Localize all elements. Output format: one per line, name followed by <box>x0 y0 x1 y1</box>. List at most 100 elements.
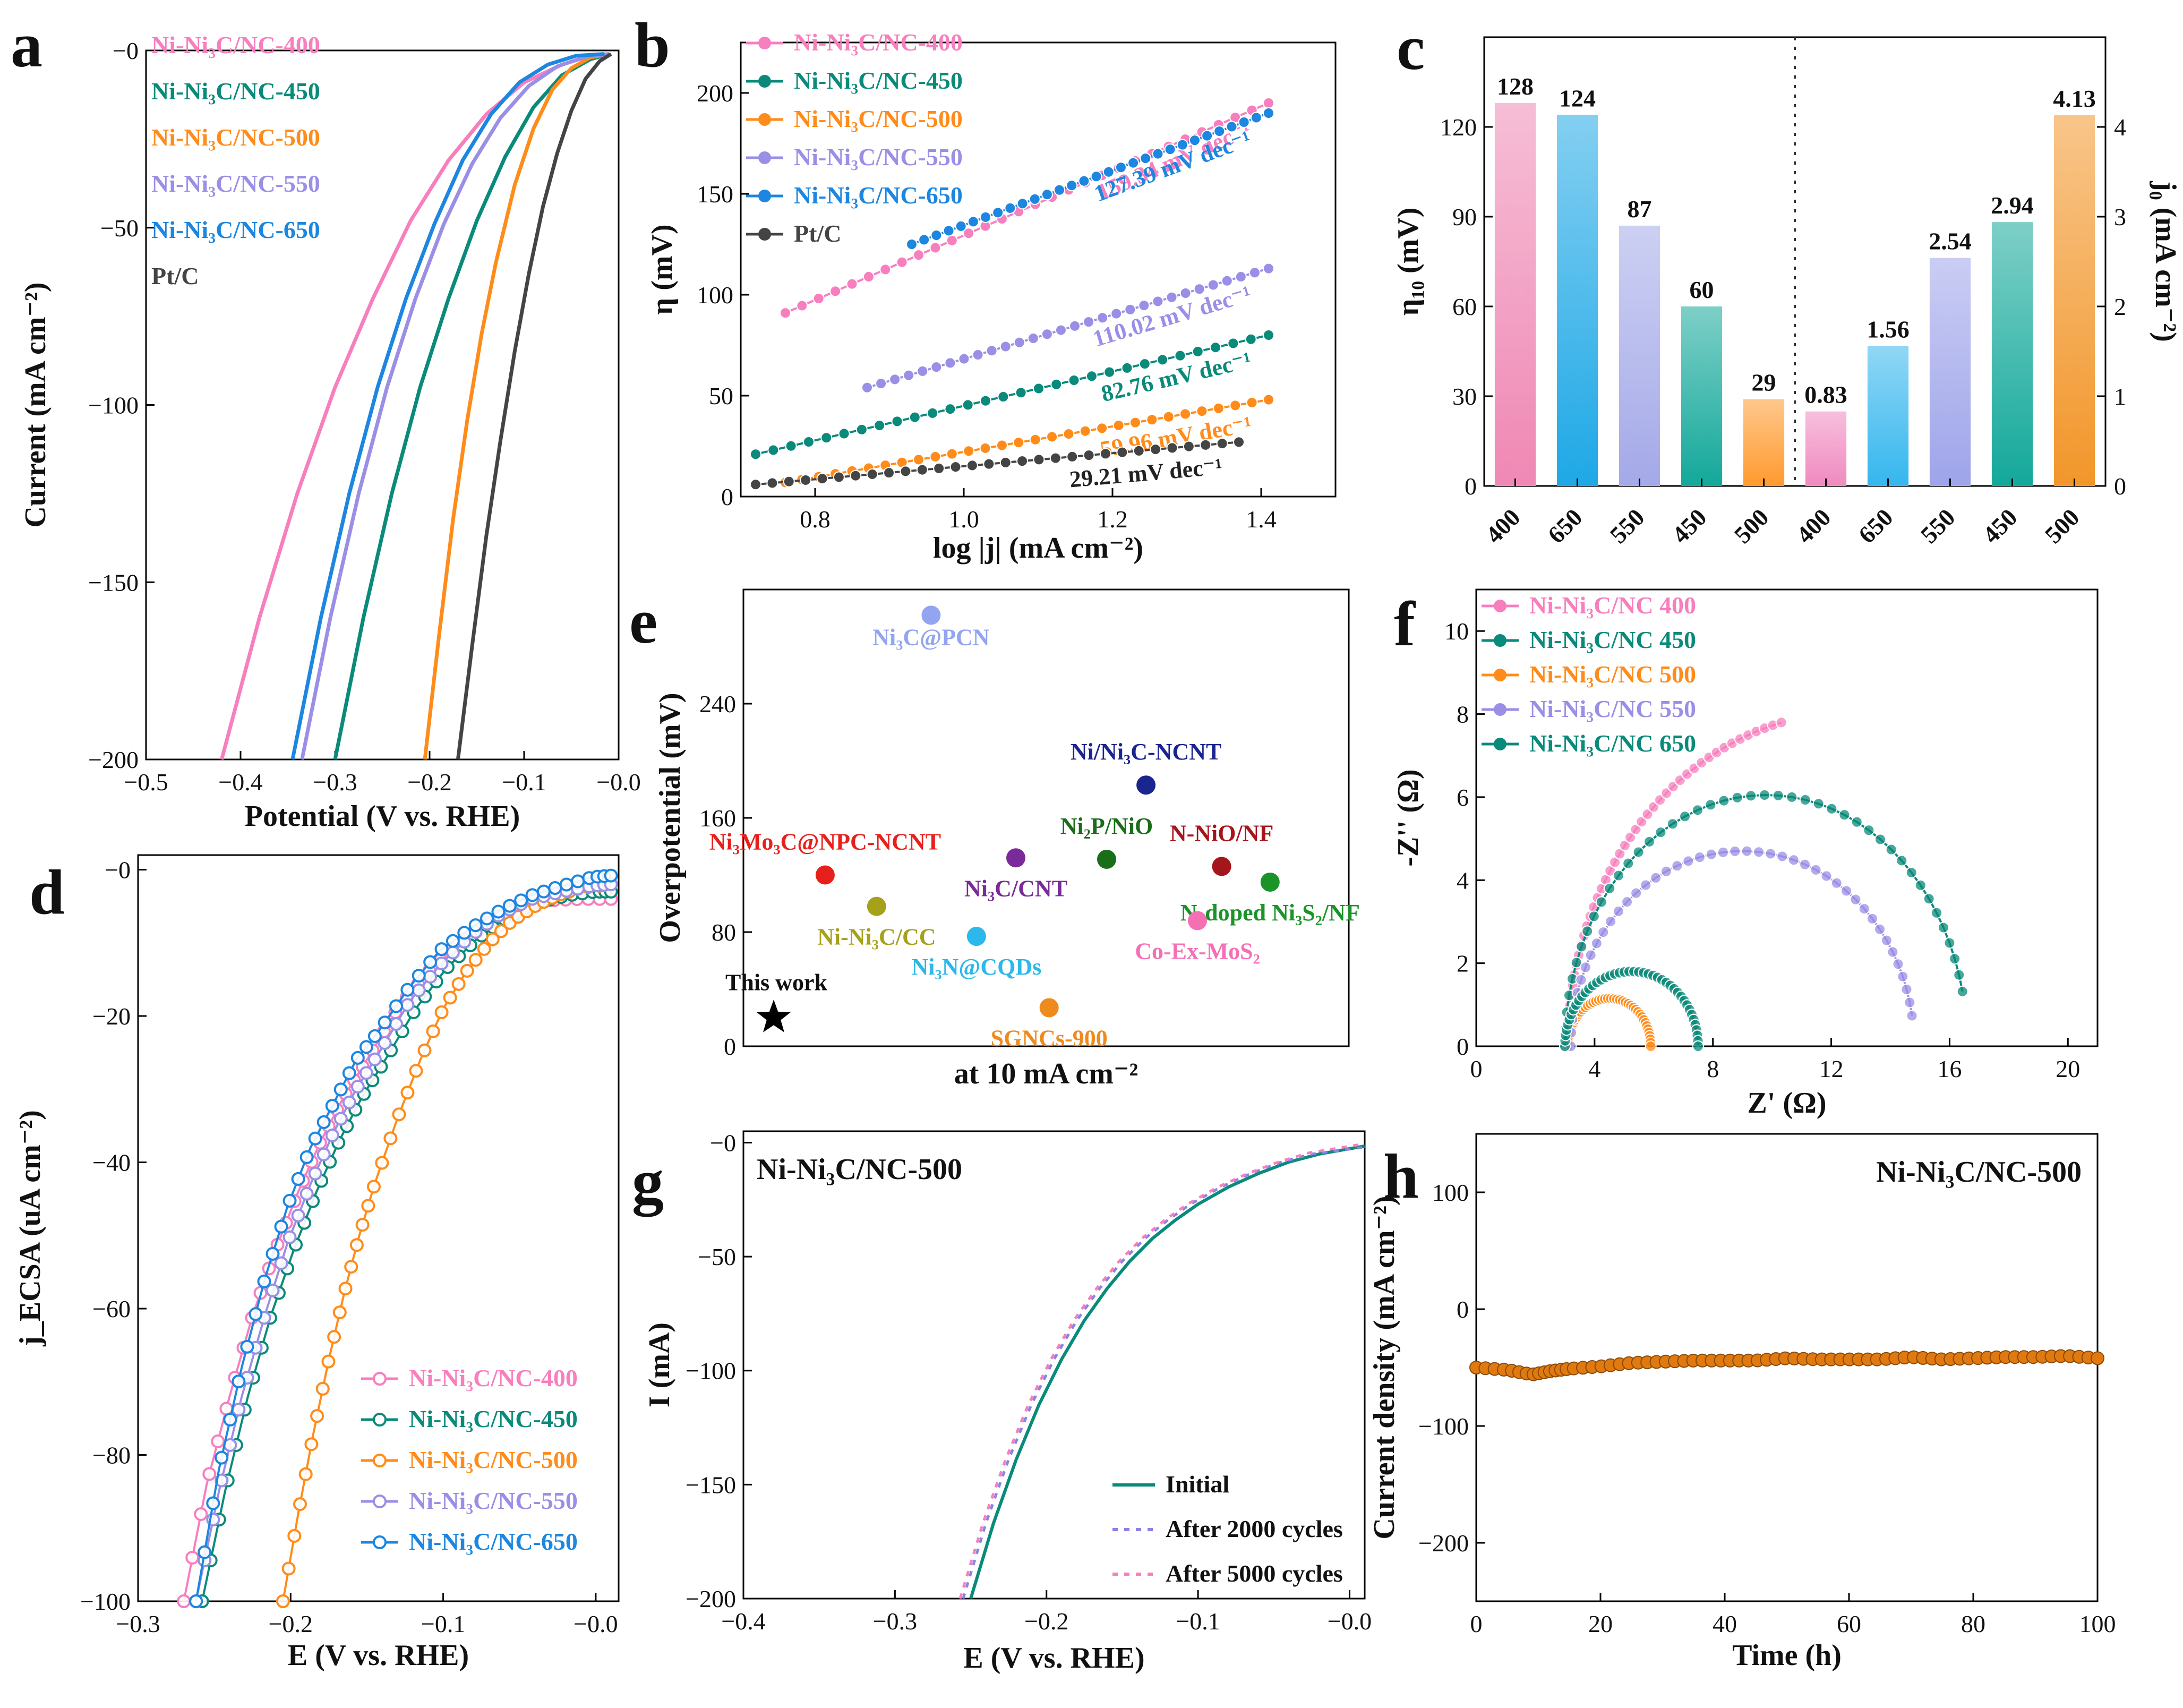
legend-label: Pt/C <box>151 262 199 289</box>
data-point <box>1622 857 1634 869</box>
x-axis-label: Potential (V vs. RHE) <box>245 800 520 833</box>
data-point <box>992 207 1004 219</box>
data-point <box>274 1219 288 1234</box>
point-label: SGNCs-900 <box>991 1025 1108 1051</box>
data-point <box>1063 428 1075 440</box>
data-point <box>889 373 901 386</box>
data-point <box>291 1208 305 1223</box>
data-point <box>966 459 978 472</box>
data-point <box>820 432 833 444</box>
data-point <box>332 1305 347 1320</box>
y-tick-label: −50 <box>100 215 139 242</box>
data-point <box>1679 810 1691 823</box>
data-point <box>917 365 929 377</box>
data-point <box>1590 937 1603 950</box>
data-point <box>1660 865 1672 877</box>
legend-marker <box>758 37 771 49</box>
data-point <box>378 1036 392 1050</box>
y-tick-label: −200 <box>88 746 139 773</box>
data-point <box>198 1545 212 1559</box>
x-tick-label: 20 <box>1588 1610 1613 1637</box>
y2-tick-label: 1 <box>2114 383 2126 410</box>
x-tick-label: 60 <box>1837 1610 1861 1637</box>
data-point <box>1866 912 1878 925</box>
series-line <box>290 52 605 760</box>
legend: Initial After 2000 cycles After 5000 cycle… <box>1112 1471 1343 1587</box>
category-label: 650 <box>1543 503 1588 549</box>
panel-label: d <box>29 857 65 927</box>
data-point <box>316 1147 331 1162</box>
legend-marker <box>758 228 771 241</box>
data-point <box>206 1496 220 1510</box>
legend-label: Ni-Ni₃C/NC-650 <box>151 216 320 243</box>
y-tick-label: −100 <box>686 1357 736 1385</box>
data-point <box>929 242 941 254</box>
bar <box>1681 306 1723 486</box>
data-point <box>1013 437 1025 449</box>
data-point <box>846 278 858 290</box>
legend-label: After 2000 cycles <box>1166 1515 1343 1542</box>
x-tick-label: 0 <box>1470 1610 1483 1637</box>
data-point <box>1263 262 1274 275</box>
data-point <box>1226 121 1238 133</box>
data-point <box>468 953 483 967</box>
x-tick-label: −0.0 <box>1328 1608 1372 1635</box>
data-point <box>344 1260 358 1274</box>
plot-frame <box>742 1130 1366 1600</box>
data-point <box>1892 958 1904 970</box>
data-point <box>921 605 941 625</box>
data-point <box>1174 349 1186 362</box>
highlight-label: This work <box>725 969 827 995</box>
data-point <box>1216 438 1228 450</box>
data-point <box>400 983 415 997</box>
data-point <box>1103 366 1116 378</box>
data-point <box>299 1186 314 1201</box>
panel-d: d −0.3 −0.2 −0.1 −0.0 −100 −80 −60 −40 −20 −0 E (V … <box>14 854 620 1672</box>
data-point <box>333 1082 348 1097</box>
data-point <box>477 942 491 956</box>
series-line <box>300 52 610 760</box>
legend-marker <box>373 1372 387 1386</box>
x-tick-label: 12 <box>1819 1055 1844 1082</box>
data-point <box>1605 915 1617 927</box>
data-point <box>1016 198 1029 210</box>
data-point <box>1776 850 1788 862</box>
data-point <box>800 474 812 486</box>
bar <box>2053 115 2095 486</box>
y-tick-label: 100 <box>1432 1179 1469 1206</box>
data-point <box>1851 816 1863 828</box>
data-point <box>1758 789 1770 801</box>
data-point <box>1570 957 1582 969</box>
data-point <box>1604 882 1616 894</box>
data-point <box>1671 860 1683 872</box>
y-tick-label: 10 <box>1444 618 1469 645</box>
y-tick-label: −60 <box>92 1295 131 1322</box>
data-point <box>1046 431 1058 443</box>
data-point <box>918 234 930 246</box>
legend-label: Ni-Ni₃C/NC-550 <box>409 1487 578 1514</box>
point-label: N-NiO/NF <box>1170 820 1274 846</box>
data-point <box>1176 139 1188 151</box>
data-point <box>949 461 962 473</box>
legend-label: Ni-Ni₃C/NC-400 <box>409 1364 578 1391</box>
data-point <box>232 1403 246 1417</box>
data-point <box>1896 855 1908 867</box>
x-axis-label: Z' (Ω) <box>1747 1087 1826 1120</box>
point-label: Ni₃C/CNT <box>964 875 1067 901</box>
series-line <box>969 1144 1365 1599</box>
y-tick-label: −20 <box>92 1003 131 1030</box>
legend-marker <box>373 1535 387 1549</box>
panel-e: e 0 80 160 240 at 10 mA cm⁻² Overpotential (mV… <box>629 586 1360 1090</box>
legend-label: Ni-Ni₃C/NC-550 <box>151 170 320 197</box>
data-point <box>996 439 1008 451</box>
series-line <box>958 1142 1365 1599</box>
legend-marker <box>373 1454 387 1467</box>
data-point <box>266 1283 280 1297</box>
data-point <box>434 957 449 971</box>
category-label: 450 <box>1667 503 1712 549</box>
data-point <box>833 471 845 483</box>
data-point <box>1029 193 1041 205</box>
data-point <box>389 1017 404 1031</box>
data-point <box>838 428 850 440</box>
